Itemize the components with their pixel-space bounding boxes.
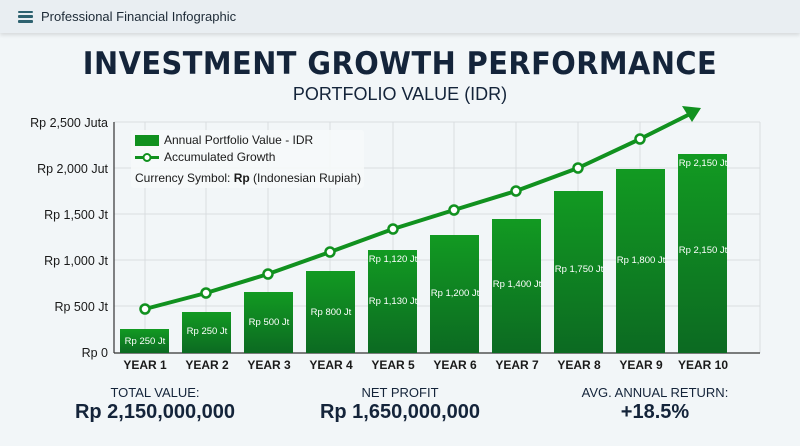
- bar-year-9[interactable]: Rp 1,800 Jt: [616, 169, 665, 353]
- legend-currency-note: Currency Symbol: Rp (Indonesian Rupiah): [135, 171, 362, 185]
- bar-year-2[interactable]: Rp 250 Jt: [182, 312, 231, 353]
- y-tick: Rp 2,000 Jut: [37, 162, 108, 176]
- bar-label: Rp 2,150 Jt: [678, 158, 728, 169]
- x-tick: YEAR 9: [619, 358, 663, 372]
- x-tick: YEAR 3: [247, 358, 291, 372]
- x-tick: YEAR 4: [309, 358, 353, 372]
- bar-year-6[interactable]: Rp 1,200 Jt: [430, 235, 479, 353]
- chart-legend: Annual Portfolio Value - IDR Accumulated…: [131, 130, 364, 188]
- app-title: Professional Financial Infographic: [41, 9, 237, 24]
- bar-label: Rp 500 Jt: [248, 317, 290, 328]
- bar-swatch-icon: [135, 134, 159, 146]
- bar-label: Rp 1,750 Jt: [554, 264, 604, 275]
- bar-label: Rp 2,150 Jt: [678, 245, 728, 256]
- x-tick: YEAR 5: [371, 358, 415, 372]
- bar-year-3[interactable]: Rp 500 Jt: [244, 292, 293, 353]
- top-bar: Professional Financial Infographic: [0, 0, 800, 33]
- y-tick: Rp 2,500 Juta: [30, 116, 108, 130]
- bar-label: Rp 800 Jt: [310, 307, 352, 318]
- stat-total-value: TOTAL VALUE: Rp 2,150,000,000: [74, 385, 236, 423]
- bar-year-7[interactable]: Rp 1,400 Jt: [492, 219, 541, 353]
- bar-label: Rp 1,800 Jt: [616, 255, 666, 266]
- bar-label: Rp 1,120 Jt: [368, 254, 418, 265]
- y-tick: Rp 0: [81, 346, 108, 360]
- bar-year-1[interactable]: Rp 250 Jt: [120, 329, 169, 353]
- stat-net-profit: NET PROFIT Rp 1,650,000,000: [319, 385, 481, 423]
- x-tick: YEAR 2: [185, 358, 229, 372]
- x-tick: YEAR 10: [677, 358, 729, 372]
- y-tick: Rp 500 Jt: [54, 300, 108, 314]
- stat-avg-return: AVG. ANNUAL RETURN: +18.5%: [581, 385, 729, 423]
- y-tick: Rp 1,500 Jt: [44, 208, 108, 222]
- x-tick: YEAR 8: [557, 358, 601, 372]
- bar-year-10[interactable]: Rp 2,150 Jt Rp 2,150 Jt: [678, 154, 727, 353]
- line-marker-icon: [135, 152, 159, 163]
- bar-label: Rp 1,130 Jt: [368, 296, 418, 307]
- chart-title: INVESTMENT GROWTH PERFORMANCE: [82, 46, 718, 82]
- chart-subtitle: PORTFOLIO VALUE (IDR): [292, 84, 508, 104]
- hamburger-icon[interactable]: [18, 10, 33, 23]
- bar-year-4[interactable]: Rp 800 Jt: [306, 271, 355, 353]
- y-tick: Rp 1,000 Jt: [44, 254, 108, 268]
- legend-item-bars[interactable]: Annual Portfolio Value - IDR: [135, 133, 313, 147]
- bar-label: Rp 1,200 Jt: [430, 288, 480, 299]
- legend-item-line[interactable]: Accumulated Growth: [135, 150, 275, 164]
- bar-label: Rp 250 Jt: [186, 326, 228, 337]
- x-tick: YEAR 6: [433, 358, 477, 372]
- bar-label: Rp 250 Jt: [124, 336, 166, 347]
- bar-year-5[interactable]: Rp 1,120 Jt Rp 1,130 Jt: [368, 250, 417, 353]
- x-tick: YEAR 7: [495, 358, 539, 372]
- bar-year-8[interactable]: Rp 1,750 Jt: [554, 191, 603, 353]
- bar-label: Rp 1,400 Jt: [492, 279, 542, 290]
- x-tick: YEAR 1: [123, 358, 167, 372]
